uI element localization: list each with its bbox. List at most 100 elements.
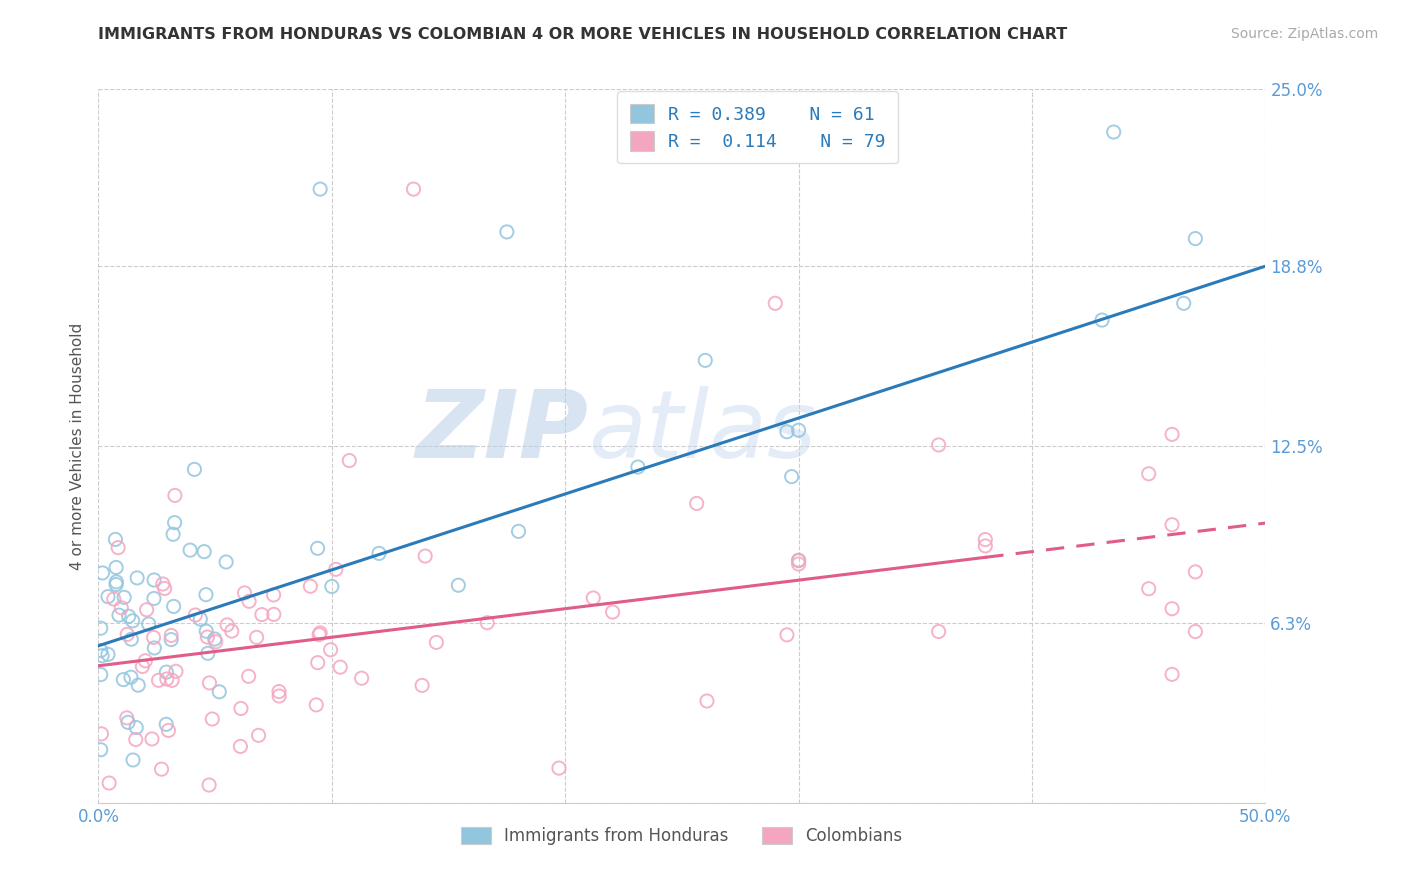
Point (307, 541, 329, 556)
Point (194, 588, 217, 602)
Point (229, 701, 252, 715)
Point (221, 624, 243, 639)
Point (208, 685, 231, 699)
Point (198, 676, 221, 690)
Point (602, 605, 624, 619)
Point (198, 778, 221, 792)
Point (127, 571, 149, 585)
Point (155, 665, 177, 679)
Point (1102, 125, 1125, 139)
Point (138, 617, 160, 632)
Point (1137, 467, 1160, 481)
Point (299, 579, 322, 593)
Point (246, 631, 269, 645)
Point (160, 628, 183, 642)
Point (125, 721, 148, 735)
Point (115, 627, 138, 641)
Point (309, 182, 332, 196)
Point (402, 182, 425, 196)
Point (204, 635, 226, 649)
Point (217, 618, 239, 632)
Point (319, 642, 342, 657)
Point (1161, 601, 1184, 615)
Point (110, 600, 132, 615)
Point (787, 557, 810, 571)
Point (160, 632, 183, 647)
Point (425, 635, 447, 649)
Point (188, 612, 211, 626)
Text: ZIP: ZIP (416, 385, 589, 478)
Point (1161, 517, 1184, 532)
Point (195, 624, 218, 639)
Point (238, 594, 260, 608)
Point (120, 632, 142, 647)
Point (309, 626, 332, 640)
Point (308, 628, 330, 642)
Point (148, 673, 170, 688)
Point (183, 462, 205, 476)
Point (112, 673, 135, 687)
Point (627, 460, 650, 475)
Point (121, 614, 143, 628)
Point (155, 717, 177, 731)
Point (143, 640, 166, 655)
Point (247, 728, 270, 742)
Point (305, 698, 328, 712)
Point (193, 544, 215, 558)
Point (127, 678, 149, 692)
Legend: Immigrants from Honduras, Colombians: Immigrants from Honduras, Colombians (449, 814, 915, 859)
Point (103, 591, 125, 606)
Point (413, 549, 436, 563)
Point (776, 628, 799, 642)
Point (142, 631, 165, 645)
Point (97, 648, 120, 662)
Point (165, 665, 187, 679)
Point (105, 560, 128, 574)
Point (477, 615, 499, 630)
Point (150, 762, 173, 776)
Point (1184, 565, 1206, 579)
Point (307, 656, 329, 670)
Point (229, 739, 252, 754)
Point (152, 577, 174, 591)
Point (104, 533, 127, 547)
Point (686, 496, 709, 510)
Point (447, 578, 470, 592)
Point (233, 586, 256, 600)
Point (267, 684, 290, 698)
Point (928, 624, 950, 639)
Point (112, 591, 135, 605)
Point (974, 533, 997, 547)
Point (163, 516, 186, 530)
Point (582, 591, 605, 605)
Point (134, 654, 156, 668)
Point (496, 225, 519, 239)
Point (695, 353, 717, 368)
Point (780, 469, 803, 483)
Point (105, 574, 128, 589)
Point (215, 555, 238, 569)
Point (184, 607, 207, 622)
Point (156, 672, 179, 686)
Point (974, 539, 997, 553)
Point (1173, 296, 1195, 310)
Point (321, 579, 343, 593)
Point (90, 727, 112, 741)
Point (162, 599, 184, 614)
Point (91, 648, 114, 663)
Point (263, 588, 285, 602)
Point (125, 732, 148, 747)
Point (120, 670, 142, 684)
Point (238, 669, 260, 683)
Point (108, 608, 131, 623)
Point (201, 712, 224, 726)
Point (787, 423, 810, 437)
Point (548, 761, 571, 775)
Point (98, 776, 121, 790)
Point (197, 630, 219, 644)
Point (157, 723, 180, 738)
Point (163, 488, 186, 502)
Point (107, 541, 129, 555)
Point (141, 731, 163, 746)
Point (696, 694, 718, 708)
